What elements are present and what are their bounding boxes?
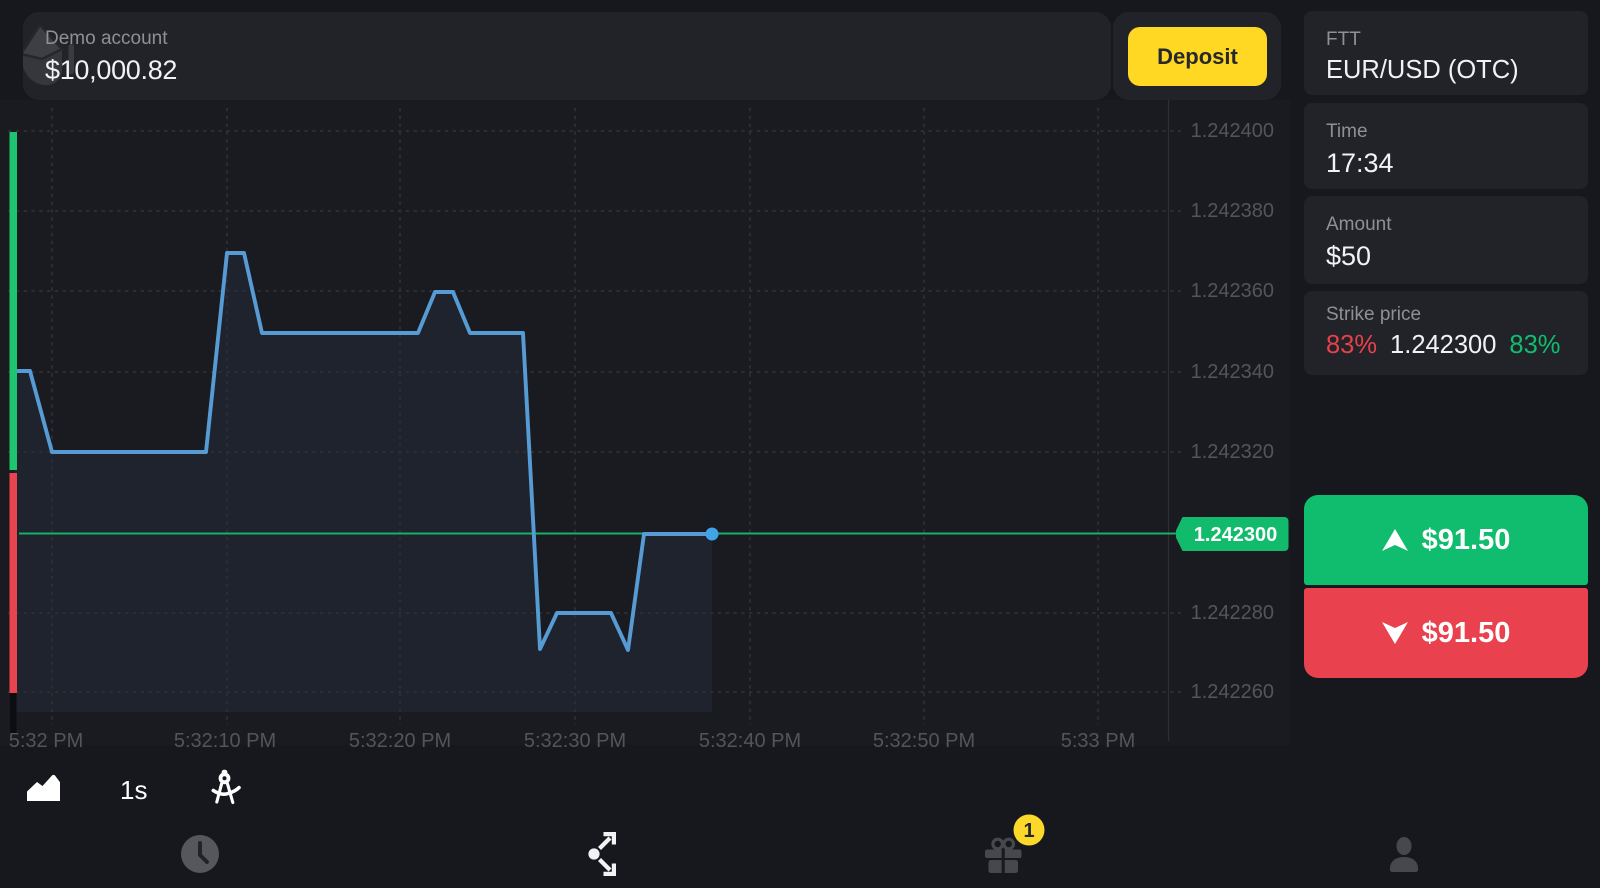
- svg-text:1: 1: [1023, 820, 1034, 842]
- svg-text:1.242300: 1.242300: [1194, 524, 1277, 546]
